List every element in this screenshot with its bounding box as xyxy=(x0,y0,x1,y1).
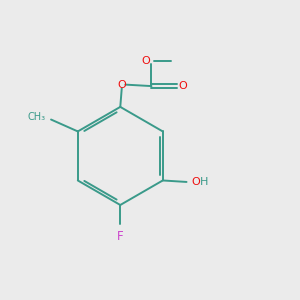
Text: O: O xyxy=(178,81,187,91)
Text: O: O xyxy=(117,80,126,90)
Text: CH₃: CH₃ xyxy=(28,112,46,122)
Text: H: H xyxy=(200,177,208,187)
Text: F: F xyxy=(117,230,124,243)
Text: O: O xyxy=(191,177,200,187)
Text: O: O xyxy=(141,56,150,66)
